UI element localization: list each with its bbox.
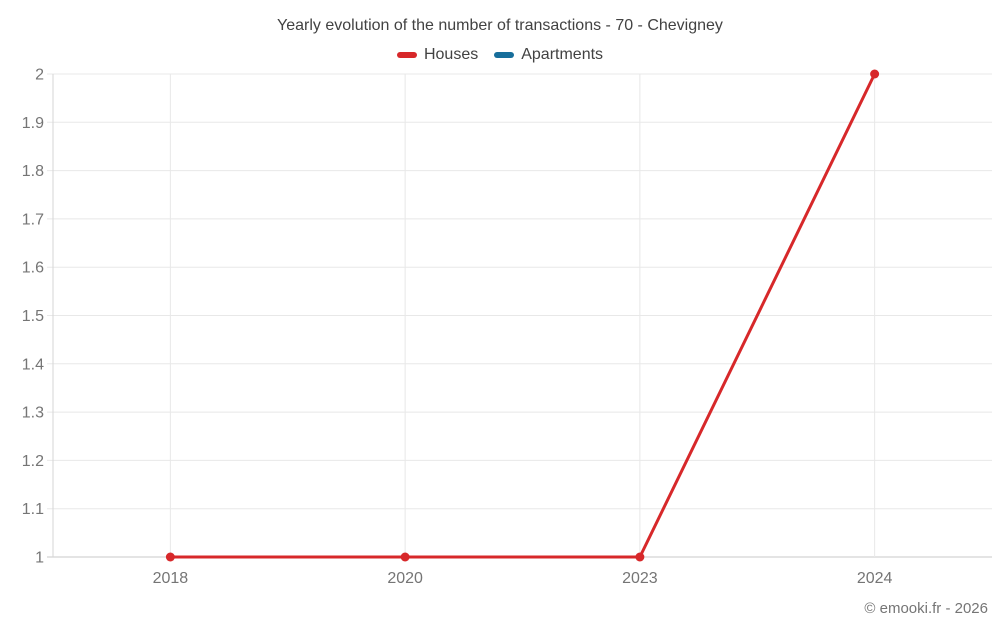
y-tick-label: 1.3 [22, 405, 44, 422]
x-tick-label: 2024 [857, 570, 893, 587]
legend-item-houses[interactable]: Houses [396, 46, 479, 64]
y-tick-label: 1.5 [22, 308, 44, 325]
data-point-houses-2024[interactable] [870, 69, 880, 79]
data-point-houses-2018[interactable] [165, 552, 175, 562]
data-point-houses-2020[interactable] [400, 552, 410, 562]
chart-title: Yearly evolution of the number of transa… [277, 17, 723, 34]
x-tick-label: 2023 [622, 570, 658, 587]
legend-label-houses: Houses [423, 46, 479, 63]
x-tick-label: 2020 [387, 570, 423, 587]
y-tick-label: 1.4 [22, 356, 44, 373]
y-tick-label: 1 [35, 550, 44, 567]
y-tick-label: 1.8 [22, 163, 44, 180]
y-tick-label: 1.2 [22, 453, 44, 470]
legend-label-apartments: Apartments [521, 46, 604, 63]
x-tick-label: 2018 [153, 570, 189, 587]
houses-swatch-icon [396, 52, 417, 58]
y-tick-label: 1.1 [22, 501, 44, 518]
legend-item-apartments[interactable]: Apartments [494, 46, 603, 64]
y-tick-label: 1.6 [22, 260, 44, 277]
apartments-swatch-icon [494, 52, 515, 58]
series-line-houses [170, 73, 876, 559]
y-tick-label: 2 [35, 67, 44, 84]
data-point-houses-2023[interactable] [635, 552, 645, 562]
chart-legend: Houses Apartments [0, 46, 1000, 64]
copyright-text: © emooki.fr - 2026 [864, 600, 988, 617]
y-tick-label: 1.7 [22, 211, 44, 228]
y-tick-label: 1.9 [22, 115, 44, 132]
